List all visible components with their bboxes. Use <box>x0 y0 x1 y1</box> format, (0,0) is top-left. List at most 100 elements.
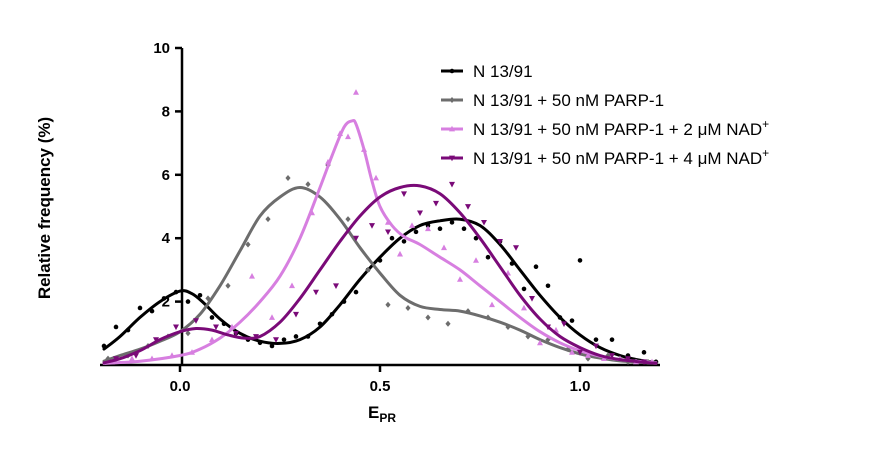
data-point <box>577 349 583 356</box>
data-point <box>521 304 527 311</box>
data-point <box>353 89 359 95</box>
data-point <box>561 321 567 327</box>
data-point <box>245 241 251 248</box>
legend-marker <box>449 125 455 132</box>
data-point <box>197 292 203 298</box>
legend-marker <box>449 68 455 74</box>
data-point <box>569 318 575 323</box>
y-tick-label: 10 <box>153 40 170 57</box>
legend-marker <box>449 155 455 162</box>
data-point <box>129 355 135 362</box>
data-point <box>373 174 379 181</box>
data-point <box>213 324 219 331</box>
data-point <box>333 283 339 289</box>
axes: 2 4 6 8 10 0.0 0.5 1.0 <box>100 40 660 395</box>
data-point <box>365 266 371 273</box>
data-point <box>269 314 275 320</box>
data-point <box>593 343 599 350</box>
data-point <box>545 283 551 289</box>
data-point <box>249 273 255 279</box>
data-point <box>193 318 199 324</box>
legend-item-3: N 13/91 + 50 nM PARP-1 + 2 μM NAD+ <box>441 117 769 139</box>
data-point <box>529 296 535 302</box>
data-point <box>485 254 491 260</box>
series-4-fit-line <box>102 183 658 365</box>
legend-marker <box>449 97 455 103</box>
data-point <box>345 133 351 140</box>
data-point <box>173 324 179 331</box>
y-tick-label: 4 <box>162 230 171 247</box>
data-point <box>389 235 395 241</box>
legend-item-4: N 13/91 + 50 nM PARP-1 + 4 μM NAD+ <box>441 146 769 168</box>
data-point <box>521 286 527 292</box>
data-point <box>405 304 411 311</box>
data-point <box>409 222 415 228</box>
data-point <box>397 250 403 257</box>
data-point <box>457 276 463 282</box>
data-point <box>209 315 215 320</box>
legend: N 13/91 N 13/91 + 50 nM PARP-1 N 13/91 + 5… <box>441 62 769 168</box>
x-tick-label: 1.0 <box>570 378 591 395</box>
data-point <box>449 220 455 225</box>
y-tick-label: 8 <box>162 103 170 120</box>
data-point <box>513 245 519 251</box>
legend-label: N 13/91 + 50 nM PARP-1 + 2 μM NAD+ <box>473 117 769 139</box>
data-point <box>353 289 359 295</box>
y-tick-label: 2 <box>162 294 170 311</box>
data-point <box>293 334 299 339</box>
data-point <box>425 225 431 232</box>
data-point <box>537 339 543 346</box>
y-axis-title: Relative frequency (%) <box>35 117 54 299</box>
series-1 <box>101 217 659 365</box>
legend-item-2: N 13/91 + 50 nM PARP-1 <box>441 91 664 110</box>
data-point <box>313 289 319 296</box>
data-point <box>353 235 359 242</box>
data-point <box>625 356 631 362</box>
data-point <box>445 320 451 327</box>
data-point <box>593 337 599 342</box>
x-axis-title: EPR <box>368 403 396 425</box>
data-point <box>401 191 407 198</box>
legend-label: N 13/91 + 50 nM PARP-1 <box>473 91 664 110</box>
x-tick-label: 0.5 <box>370 378 391 395</box>
data-point <box>185 330 191 337</box>
data-point <box>345 216 351 223</box>
data-point <box>293 311 299 318</box>
data-point <box>497 238 503 245</box>
data-point <box>585 352 591 358</box>
data-point <box>461 226 467 231</box>
data-point <box>473 235 479 241</box>
data-point <box>441 244 447 251</box>
data-point <box>369 223 375 229</box>
data-point <box>285 174 291 181</box>
legend-item-1: N 13/91 <box>441 62 533 81</box>
data-point <box>305 181 311 188</box>
data-point <box>577 258 583 263</box>
series-1-fit-line <box>102 217 658 364</box>
data-point <box>489 301 495 308</box>
data-point <box>473 257 479 263</box>
data-point <box>437 226 443 231</box>
data-point <box>417 210 423 217</box>
data-point <box>401 239 407 244</box>
series-2-fit-line <box>102 186 658 365</box>
data-point <box>533 264 539 270</box>
data-point <box>289 282 295 289</box>
data-point <box>609 353 615 359</box>
series-4 <box>102 181 658 366</box>
data-point <box>465 204 471 210</box>
legend-label: N 13/91 + 50 nM PARP-1 + 4 μM NAD+ <box>473 146 769 168</box>
data-point <box>641 350 647 355</box>
data-point <box>481 219 487 226</box>
data-point <box>433 200 439 207</box>
data-point <box>269 343 275 349</box>
data-point <box>385 301 391 308</box>
legend-label: N 13/91 <box>473 62 533 81</box>
data-point <box>185 299 191 304</box>
data-point <box>137 305 143 311</box>
data-point <box>449 181 455 188</box>
data-point <box>225 282 231 289</box>
data-point <box>113 324 119 330</box>
x-tick-label: 0.0 <box>170 378 191 395</box>
